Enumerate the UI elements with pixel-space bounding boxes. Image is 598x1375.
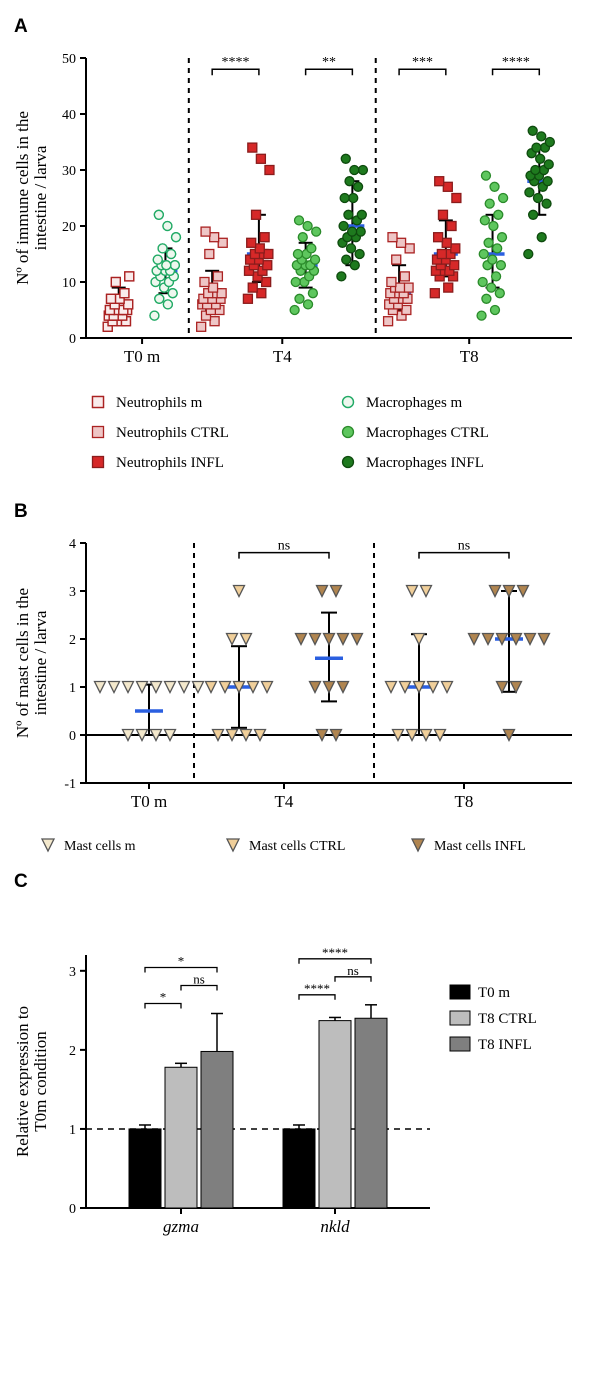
svg-text:3: 3 xyxy=(69,965,76,980)
svg-text:Mast cells CTRL: Mast cells CTRL xyxy=(249,839,345,854)
svg-text:Relative expression to: Relative expression to xyxy=(13,1006,32,1157)
svg-text:2: 2 xyxy=(69,1044,76,1059)
svg-text:50: 50 xyxy=(62,52,76,67)
svg-text:intestine / larva: intestine / larva xyxy=(31,145,50,250)
svg-text:4: 4 xyxy=(69,537,76,552)
svg-text:T4: T4 xyxy=(275,792,294,811)
panel-b-chart: -1 0 1 2 3 4 T0 m T4 T8 Nº of mast cells in thein… xyxy=(8,525,590,825)
svg-text:Macrophages m: Macrophages m xyxy=(366,395,463,411)
svg-text:40: 40 xyxy=(62,108,76,123)
svg-text:T8 CTRL: T8 CTRL xyxy=(478,1011,537,1027)
svg-text:****: **** xyxy=(222,55,250,70)
svg-text:T0 m: T0 m xyxy=(131,792,167,811)
svg-text:T8: T8 xyxy=(455,792,474,811)
svg-text:intestine / larva: intestine / larva xyxy=(31,610,50,715)
svg-text:Neutrophils INFL: Neutrophils INFL xyxy=(116,455,224,471)
svg-text:*: * xyxy=(160,990,167,1005)
svg-text:**: ** xyxy=(322,55,336,70)
svg-text:1: 1 xyxy=(69,681,76,696)
svg-text:Macrophages CTRL: Macrophages CTRL xyxy=(366,425,489,441)
svg-text:2: 2 xyxy=(69,633,76,648)
svg-text:gzma: gzma xyxy=(163,1217,199,1236)
panel-c-chart: 0 1 2 3 Relative expression toT0m condition g… xyxy=(8,895,590,1250)
svg-text:Mast cells INFL: Mast cells INFL xyxy=(434,839,526,854)
panel-a-legend: Neutrophils m Macrophages m Neutrophils CT… xyxy=(8,380,590,495)
panel-b-label: B xyxy=(14,501,590,523)
panel-b-legend: Mast cells m Mast cells CTRL Mast cells IN… xyxy=(8,825,590,865)
svg-text:-1: -1 xyxy=(64,777,76,792)
svg-text:Neutrophils m: Neutrophils m xyxy=(116,395,203,411)
svg-text:****: **** xyxy=(502,55,530,70)
svg-text:0: 0 xyxy=(69,729,76,744)
svg-text:ns: ns xyxy=(458,539,470,554)
panel-c-label: C xyxy=(14,871,590,893)
svg-text:1: 1 xyxy=(69,1123,76,1138)
svg-text:T8: T8 xyxy=(460,347,479,366)
svg-text:T0 m: T0 m xyxy=(478,985,510,1001)
svg-text:***: *** xyxy=(412,55,433,70)
svg-text:T4: T4 xyxy=(273,347,292,366)
svg-text:T0m condition: T0m condition xyxy=(31,1031,50,1132)
svg-text:10: 10 xyxy=(62,276,76,291)
svg-text:ns: ns xyxy=(347,963,359,978)
svg-text:Mast cells m: Mast cells m xyxy=(64,839,136,854)
panel-a-label: A xyxy=(14,16,590,38)
svg-text:0: 0 xyxy=(69,332,76,347)
svg-text:****: **** xyxy=(322,945,348,960)
svg-text:T0 m: T0 m xyxy=(124,347,160,366)
panel-a-chart: 0 10 20 30 40 50 T0 m T4 T8 Nº of immune cells in… xyxy=(8,40,590,380)
svg-text:*: * xyxy=(178,954,185,969)
svg-text:30: 30 xyxy=(62,164,76,179)
svg-text:Nº of immune cells in the: Nº of immune cells in the xyxy=(13,111,32,285)
svg-text:Neutrophils CTRL: Neutrophils CTRL xyxy=(116,425,229,441)
svg-text:T8 INFL: T8 INFL xyxy=(478,1037,532,1053)
svg-text:Macrophages INFL: Macrophages INFL xyxy=(366,455,484,471)
svg-text:ns: ns xyxy=(193,972,205,987)
svg-text:3: 3 xyxy=(69,585,76,600)
svg-text:ns: ns xyxy=(278,539,290,554)
svg-text:20: 20 xyxy=(62,220,76,235)
svg-text:****: **** xyxy=(304,981,330,996)
svg-text:0: 0 xyxy=(69,1202,76,1217)
svg-text:nkld: nkld xyxy=(320,1217,350,1236)
svg-text:Nº of mast cells in the: Nº of mast cells in the xyxy=(13,588,32,738)
